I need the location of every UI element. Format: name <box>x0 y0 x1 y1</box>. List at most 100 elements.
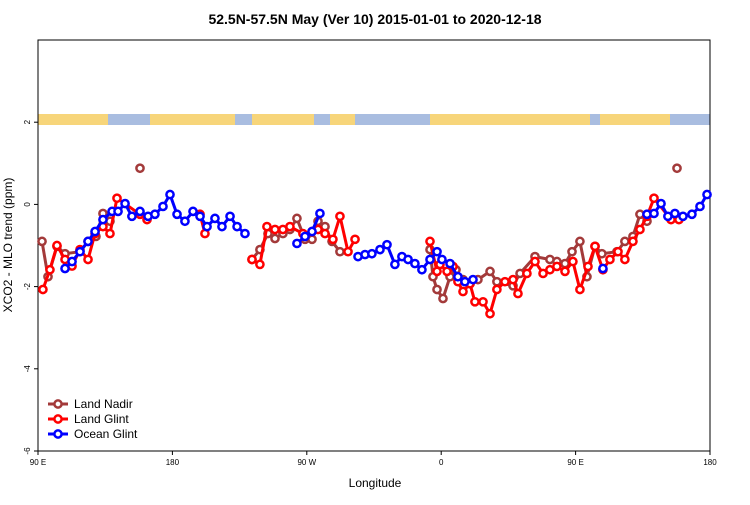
data-point <box>410 258 420 269</box>
data-point <box>150 209 160 220</box>
data-point <box>458 286 468 297</box>
data-point <box>52 240 62 251</box>
plot-frame <box>37 39 711 452</box>
data-point <box>620 236 630 247</box>
data-point <box>670 208 680 219</box>
data-point <box>285 221 295 232</box>
x-tick-label: 0 <box>439 458 444 467</box>
data-point <box>390 259 400 270</box>
data-point <box>432 284 442 295</box>
data-point <box>255 259 265 270</box>
data-point <box>678 211 688 222</box>
series <box>60 189 712 287</box>
data-point <box>232 221 242 232</box>
data-point <box>605 254 615 265</box>
legend-label: Land Nadir <box>74 397 133 411</box>
data-point <box>195 211 205 222</box>
data-point <box>453 271 463 282</box>
data-point <box>98 214 108 225</box>
y-tick-label: -4 <box>23 365 32 373</box>
legend-marker <box>53 399 63 409</box>
y-tick-label: -2 <box>23 282 32 290</box>
data-point <box>628 236 638 247</box>
data-point <box>292 238 302 249</box>
land-ocean-strip <box>38 114 710 125</box>
data-point <box>75 246 85 257</box>
data-point <box>202 221 212 232</box>
data-point <box>270 233 280 244</box>
series-line <box>42 168 677 298</box>
data-point <box>67 256 77 267</box>
legend-label: Land Glint <box>74 412 129 426</box>
data-point <box>613 246 623 257</box>
data-point <box>492 276 502 287</box>
data-point <box>417 264 427 275</box>
data-point <box>687 209 697 220</box>
legend-marker <box>53 429 63 439</box>
x-tick-label: 90 W <box>297 458 316 467</box>
data-point <box>460 276 470 287</box>
data-point <box>620 254 630 265</box>
data-point <box>583 261 593 272</box>
data-point <box>695 201 705 212</box>
data-point <box>470 296 480 307</box>
data-point <box>538 268 548 279</box>
data-point <box>437 254 447 265</box>
data-point <box>478 296 488 307</box>
data-point <box>210 213 220 224</box>
data-point <box>300 231 310 242</box>
data-point <box>262 221 272 232</box>
data-point <box>438 293 448 304</box>
y-tick-label: 0 <box>23 202 32 207</box>
data-point <box>292 213 302 224</box>
data-point <box>590 241 600 252</box>
data-point <box>649 208 659 219</box>
data-point <box>90 226 100 237</box>
data-point <box>468 274 478 285</box>
data-point <box>45 264 55 275</box>
data-point <box>335 211 345 222</box>
data-point <box>225 211 235 222</box>
data-point <box>500 276 510 287</box>
data-point <box>335 246 345 257</box>
data-point <box>492 284 502 295</box>
data-point <box>567 246 577 257</box>
data-point <box>425 236 435 247</box>
data-point <box>105 228 115 239</box>
data-point <box>508 274 518 285</box>
data-point <box>188 206 198 217</box>
data-point <box>37 236 47 247</box>
data-point <box>552 261 562 272</box>
data-point <box>165 189 175 200</box>
data-point <box>343 246 353 257</box>
data-point <box>270 224 280 235</box>
data-point <box>112 193 122 204</box>
data-point <box>702 189 712 200</box>
x-tick-label: 90 E <box>30 458 46 467</box>
data-point <box>560 266 570 277</box>
data-point <box>113 206 123 217</box>
data-point <box>442 266 452 277</box>
data-point <box>38 284 48 295</box>
data-point <box>367 248 377 259</box>
data-point <box>672 163 682 174</box>
data-point <box>635 224 645 235</box>
legend-marker <box>53 414 63 424</box>
data-point <box>485 308 495 319</box>
data-point <box>375 244 385 255</box>
data-point <box>180 216 190 227</box>
x-tick-label: 180 <box>703 458 717 467</box>
y-tick-label: -6 <box>23 447 32 455</box>
data-point <box>135 163 145 174</box>
data-point <box>656 198 666 209</box>
data-point <box>60 263 70 274</box>
data-point <box>172 209 182 220</box>
data-point <box>120 198 130 209</box>
data-point <box>575 284 585 295</box>
data-point <box>127 211 137 222</box>
data-point <box>240 228 250 239</box>
data-point <box>307 226 317 237</box>
legend-label: Ocean Glint <box>74 427 138 441</box>
